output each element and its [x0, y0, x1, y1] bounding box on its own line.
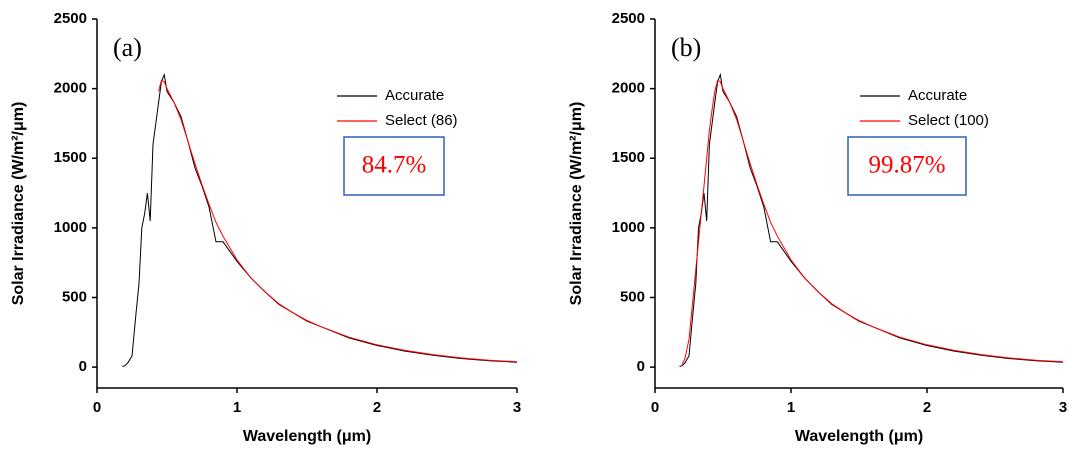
x-tick-label: 2 — [373, 399, 381, 416]
legend-label: Accurate — [908, 87, 967, 104]
x-tick-label: 1 — [787, 399, 795, 416]
annotation: 84.7% — [362, 152, 427, 179]
annotation-box — [847, 136, 967, 196]
legend-label: Accurate — [385, 87, 444, 104]
y-tick-label: 1000 — [612, 219, 645, 236]
x-tick-label: 3 — [1059, 399, 1067, 416]
x-tick-label: 0 — [651, 399, 659, 416]
y-tick-label: 0 — [79, 358, 87, 375]
data-line — [679, 72, 1064, 367]
y-tick-label: 2500 — [54, 10, 87, 27]
x-axis-title: Wavelength (μm) — [795, 428, 923, 445]
x-tick-label: 2 — [923, 399, 931, 416]
y-tick-label: 1500 — [54, 149, 87, 166]
panel-label: (a) — [113, 33, 142, 62]
y-tick-label: 500 — [620, 288, 645, 305]
y-axis-title: Solar Irradiance (W/m²/μm) — [568, 102, 585, 306]
chart-panel: 0 500 1000 1500 2000 2500 0 1 2 3 Wavelength (μm) S… — [10, 10, 521, 445]
y-tick-label: 2500 — [612, 10, 645, 27]
legend-label: Select (86) — [385, 112, 458, 129]
chart-panel: 0 500 1000 1500 2000 2500 0 1 2 3 Wavelength (μm) S… — [568, 10, 1067, 445]
y-tick-label: 1500 — [612, 149, 645, 166]
y-tick-label: 500 — [62, 288, 87, 305]
annotation-box — [343, 136, 445, 196]
y-tick-label: 2000 — [54, 80, 87, 97]
x-axis-title: Wavelength (μm) — [243, 428, 371, 445]
data-line — [122, 72, 518, 367]
annotation: 99.87% — [868, 152, 945, 179]
x-tick-label: 3 — [513, 399, 521, 416]
panel-label: (b) — [671, 33, 701, 62]
data-line — [681, 79, 1064, 365]
y-tick-label: 2000 — [612, 80, 645, 97]
legend-label: Select (100) — [908, 112, 989, 129]
data-line — [158, 79, 518, 363]
x-tick-label: 1 — [233, 399, 241, 416]
y-tick-label: 0 — [637, 358, 645, 375]
y-axis-title: Solar Irradiance (W/m²/μm) — [10, 102, 27, 306]
y-tick-label: 1000 — [54, 219, 87, 236]
x-tick-label: 0 — [93, 399, 101, 416]
